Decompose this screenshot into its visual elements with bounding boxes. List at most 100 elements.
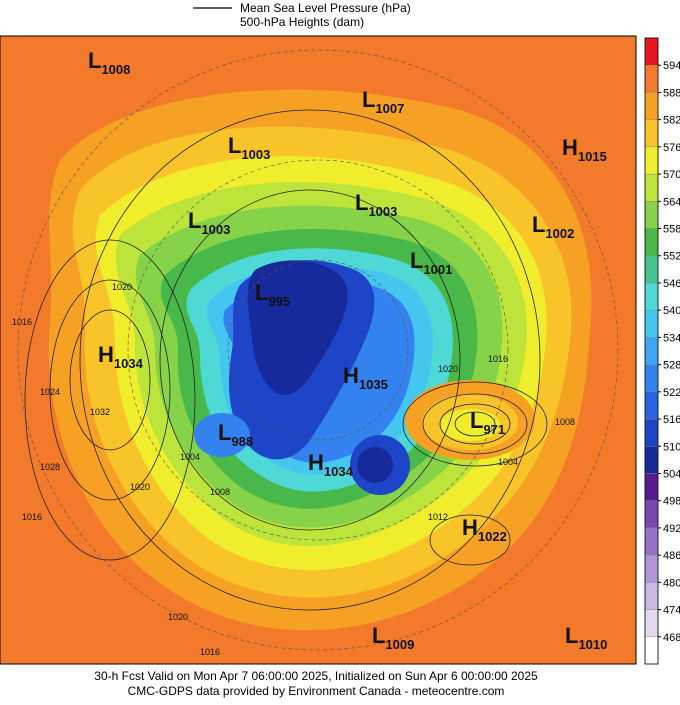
center-letter: L xyxy=(88,48,101,73)
colorbar-swatch xyxy=(644,201,659,229)
pressure-center: L1002 xyxy=(532,212,574,241)
center-letter: L xyxy=(470,408,483,433)
pressure-center: H1015 xyxy=(562,135,607,164)
center-letter: L xyxy=(565,623,578,648)
colorbar-swatch xyxy=(644,527,659,556)
colorbar-label: 540 xyxy=(663,305,680,317)
footer-credit: CMC-GDPS data provided by Environment Ca… xyxy=(128,684,505,698)
colorbar-swatch xyxy=(644,636,659,665)
map-frame xyxy=(0,35,637,665)
center-value: 1009 xyxy=(385,637,414,652)
center-letter: H xyxy=(343,363,359,388)
colorbar-swatch xyxy=(644,500,659,529)
colorbar: 468 474 480 486 492 498 504 510 516 522 528 534 540 5… xyxy=(644,37,680,665)
center-value: 971 xyxy=(483,422,505,437)
center-value: 1003 xyxy=(368,204,397,219)
colorbar-label: 486 xyxy=(663,550,680,562)
center-letter: L xyxy=(372,623,385,648)
colorbar-label: 570 xyxy=(663,169,680,181)
center-letter: L xyxy=(218,420,231,445)
contour-label: 1020 xyxy=(130,482,150,492)
colorbar-swatch xyxy=(644,473,659,501)
colorbar-swatch xyxy=(644,391,659,420)
colorbar-swatch xyxy=(644,418,659,447)
center-value: 1002 xyxy=(545,226,574,241)
colorbar-label: 546 xyxy=(663,278,680,290)
colorbar-label: 522 xyxy=(663,387,680,399)
center-letter: L xyxy=(255,280,268,305)
colorbar-label: 594 xyxy=(663,60,680,72)
center-value: 988 xyxy=(231,434,253,449)
center-value: 1035 xyxy=(359,377,388,392)
pressure-center: L1001 xyxy=(410,248,452,277)
contour-label: 1004 xyxy=(498,457,518,467)
center-value: 1001 xyxy=(423,262,452,277)
center-value: 1034 xyxy=(324,464,354,479)
colorbar-swatch xyxy=(644,337,659,365)
colorbar-swatch xyxy=(644,446,659,474)
center-value: 1010 xyxy=(578,637,607,652)
pressure-center: H1035 xyxy=(343,363,388,392)
contour-label: 1032 xyxy=(90,407,110,417)
pressure-center: L995 xyxy=(255,280,290,309)
colorbar-label: 504 xyxy=(663,468,680,480)
colorbar-label: 576 xyxy=(663,142,680,154)
colorbar-swatch xyxy=(644,92,659,120)
colorbar-label: 582 xyxy=(663,115,680,127)
contour-label: 1016 xyxy=(12,317,32,327)
colorbar-swatch xyxy=(644,173,659,202)
colorbar-label: 492 xyxy=(663,523,680,535)
colorbar-label: 552 xyxy=(663,251,680,263)
pressure-center: L971 xyxy=(470,408,505,437)
pressure-center: L1008 xyxy=(88,48,130,77)
colorbar-label: 498 xyxy=(663,496,680,508)
center-value: 995 xyxy=(268,294,290,309)
contour-label: 1008 xyxy=(555,417,575,427)
center-value: 1015 xyxy=(578,149,607,164)
colorbar-label: 588 xyxy=(663,87,680,99)
contour-label: 1016 xyxy=(200,647,220,657)
center-letter: H xyxy=(562,135,578,160)
legend-fill-label: 500-hPa Heights (dam) xyxy=(240,15,364,29)
center-letter: L xyxy=(532,212,545,237)
pressure-center: L988 xyxy=(218,420,253,449)
contour-label: 1016 xyxy=(488,354,508,364)
pressure-center: L1007 xyxy=(362,87,404,116)
contour-label: 1024 xyxy=(40,387,60,397)
colorbar-label: 534 xyxy=(663,332,680,344)
pressure-center: H1034 xyxy=(98,342,144,371)
colorbar-label: 558 xyxy=(663,224,680,236)
colorbar-label: 528 xyxy=(663,360,680,372)
center-value: 1034 xyxy=(114,356,144,371)
pressure-center: L1010 xyxy=(565,623,607,652)
colorbar-label: 480 xyxy=(663,577,680,589)
contour-label: 1012 xyxy=(428,512,448,522)
colorbar-label: 516 xyxy=(663,414,680,426)
colorbar-swatch xyxy=(644,146,659,175)
center-letter: L xyxy=(188,208,201,233)
colorbar-swatch xyxy=(644,37,659,66)
colorbar-swatch xyxy=(644,65,659,93)
colorbar-swatch xyxy=(644,364,659,393)
center-value: 1007 xyxy=(375,101,404,116)
center-letter: H xyxy=(462,515,478,540)
pressure-center: L1003 xyxy=(228,133,270,162)
colorbar-swatch xyxy=(644,609,659,637)
pressure-center: H1022 xyxy=(462,515,507,544)
contour-label: 1016 xyxy=(22,512,42,522)
center-value: 1003 xyxy=(241,147,270,162)
contour-labels: 1020 1016 1024 1032 1028 1020 1016 1016 1020 1004… xyxy=(12,282,575,657)
colorbar-frame xyxy=(644,37,659,665)
contour-label: 1008 xyxy=(210,487,230,497)
colorbar-label: 468 xyxy=(663,632,680,644)
center-letter: L xyxy=(355,190,368,215)
legend-line-label: Mean Sea Level Pressure (hPa) xyxy=(240,1,411,15)
contour-label: 1020 xyxy=(112,282,132,292)
pressure-center: L1003 xyxy=(188,208,230,237)
contour-label: 1028 xyxy=(40,462,60,472)
colorbar-label: 564 xyxy=(663,196,680,208)
center-letter: L xyxy=(228,133,241,158)
